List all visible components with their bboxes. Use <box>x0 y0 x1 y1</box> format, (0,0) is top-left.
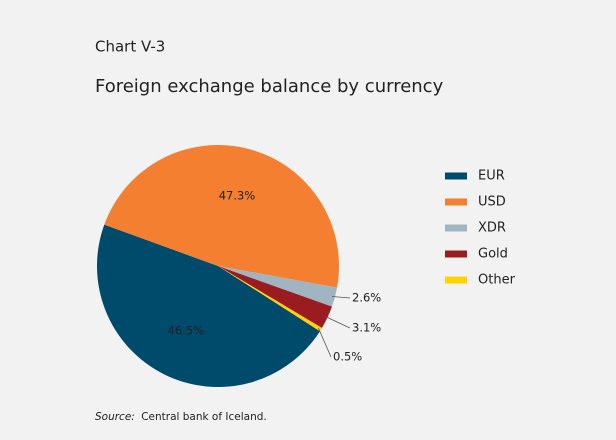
pie-slice <box>218 266 332 328</box>
leader-line <box>324 315 351 329</box>
chart-title: Foreign exchange balance by currency <box>95 76 444 97</box>
legend-label: Other <box>478 273 516 288</box>
data-label: 46.5% <box>168 324 205 338</box>
source: Source: Central bank of Iceland. <box>95 411 267 423</box>
legend-swatch <box>445 250 467 258</box>
data-label: 3.1% <box>352 321 381 335</box>
data-label: 2.6% <box>352 291 381 305</box>
source-text: Central bank of Iceland. <box>141 411 267 423</box>
source-label: Source: <box>95 411 135 423</box>
legend-swatch <box>445 276 467 284</box>
leader-line <box>318 327 332 358</box>
leader-line <box>331 296 351 299</box>
legend-label: XDR <box>478 221 506 236</box>
data-label: 47.3% <box>219 188 256 202</box>
pie-slice <box>96 224 320 387</box>
chart-label: Chart V-3 <box>95 38 165 56</box>
legend-swatch <box>445 172 467 180</box>
pie-slice <box>218 266 322 332</box>
legend-label: EUR <box>478 169 505 184</box>
legend-label: Gold <box>478 247 508 262</box>
legend-swatch <box>445 198 467 206</box>
pie-slice <box>104 144 340 288</box>
pie-slice <box>218 266 338 307</box>
legend-swatch <box>445 224 467 232</box>
data-label: 0.5% <box>333 350 362 364</box>
legend-label: USD <box>478 195 506 210</box>
